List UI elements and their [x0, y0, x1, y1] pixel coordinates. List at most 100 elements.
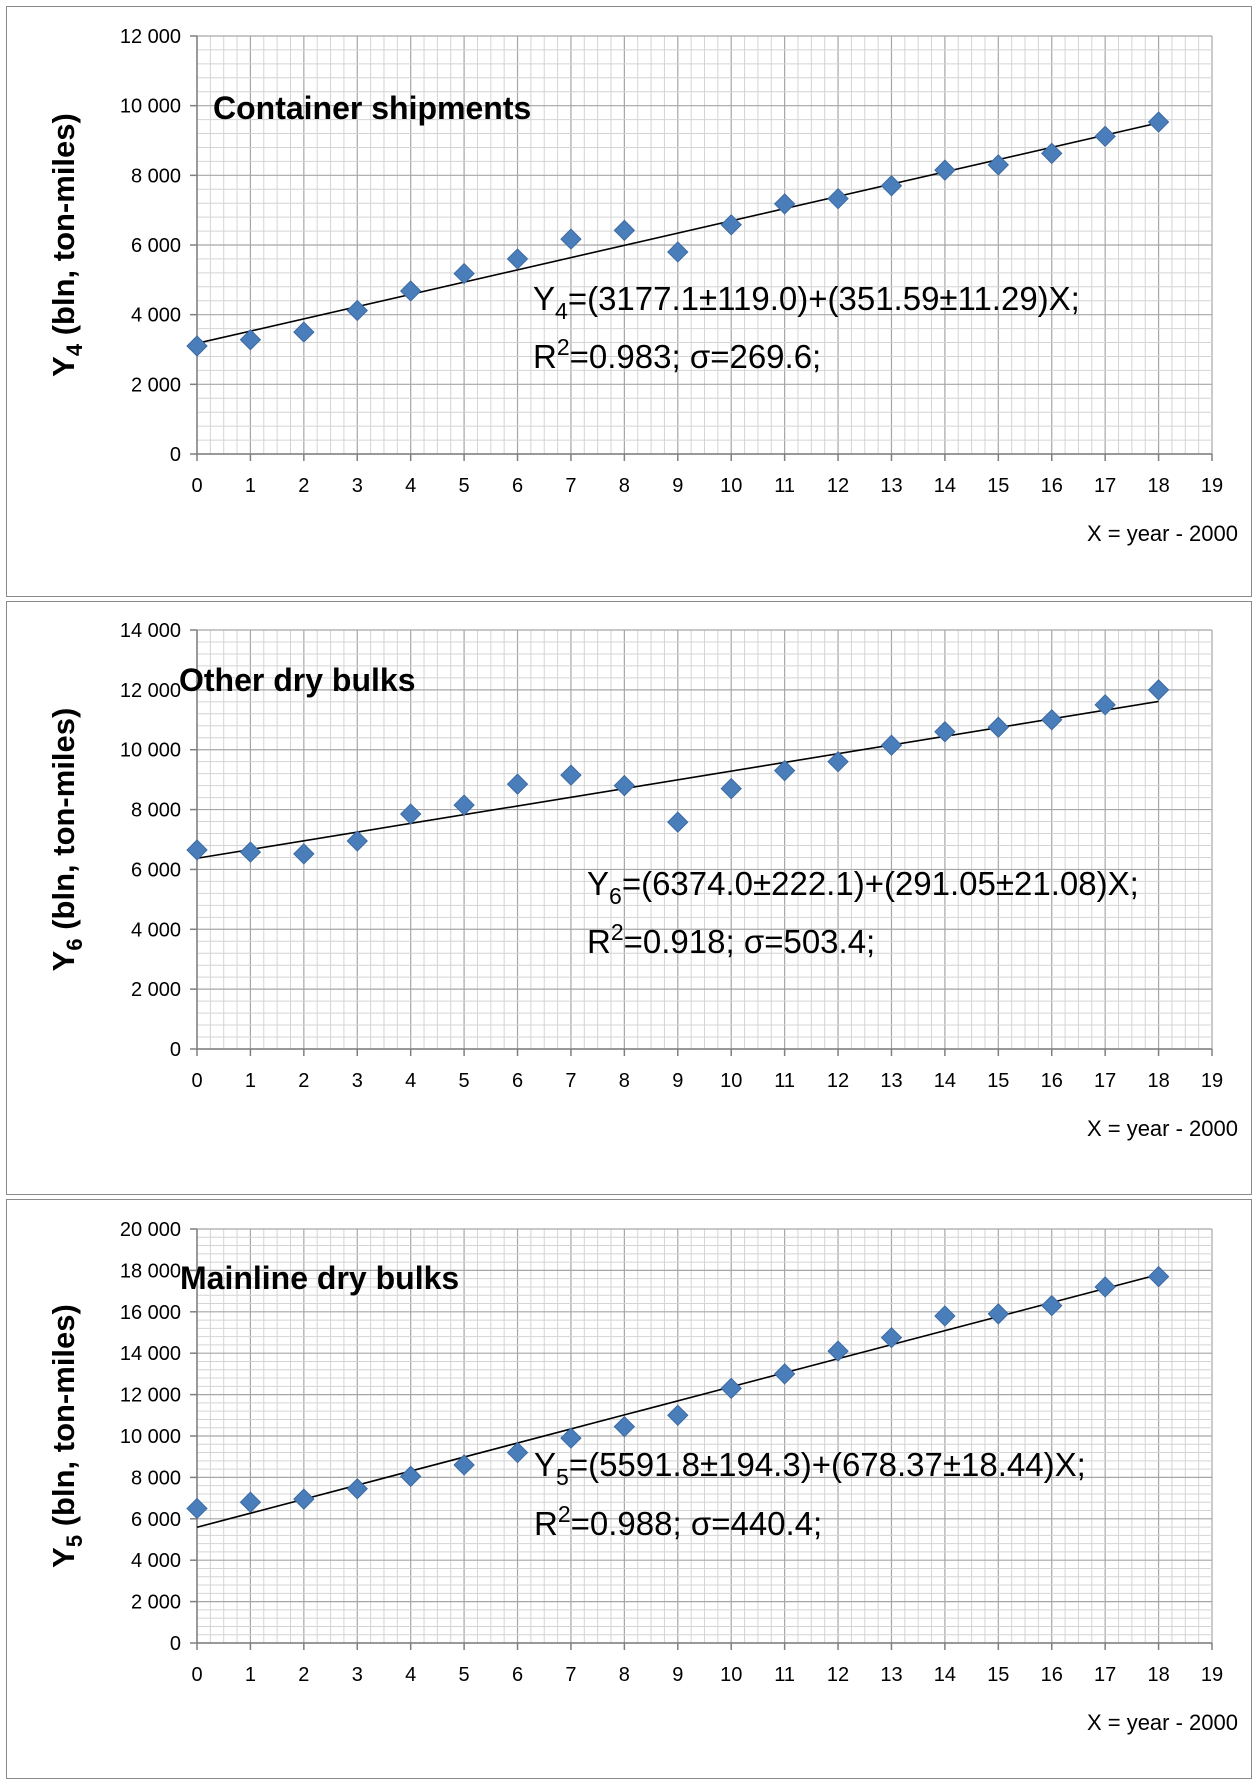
data-point — [1147, 679, 1170, 701]
data-point — [1147, 111, 1170, 133]
y-tick-label: 0 — [170, 444, 181, 466]
y-tick-label: 10 000 — [120, 740, 181, 762]
data-point — [987, 154, 1010, 176]
stats-symbol: R — [587, 923, 611, 960]
data-point — [399, 803, 422, 825]
y-axis-subscript: 5 — [62, 1535, 87, 1547]
data-point — [346, 830, 368, 852]
x-tick-label: 0 — [191, 475, 202, 497]
data-point — [987, 716, 1010, 738]
y-tick-label: 4 000 — [131, 1550, 181, 1572]
y-tick-label: 12 000 — [120, 680, 181, 702]
data-point — [720, 214, 742, 236]
y-axis-label: Y5 (bln, ton-miles) — [46, 1304, 87, 1568]
data-point — [987, 1303, 1010, 1325]
x-tick-label: 13 — [880, 475, 902, 497]
y-tick-label: 18 000 — [120, 1260, 181, 1282]
regression-equation: Y4=(3177.1±119.0)+(351.59±11.29)X; — [533, 280, 1080, 324]
data-point — [880, 734, 903, 756]
equation-symbol: Y — [534, 1446, 556, 1483]
x-tick-label: 5 — [459, 1664, 470, 1686]
data-point — [506, 773, 529, 795]
x-tick-label: 7 — [565, 475, 576, 497]
data-point — [827, 750, 849, 773]
x-tick-label: 1 — [245, 475, 256, 497]
data-point — [667, 1404, 689, 1427]
y-tick-label: 6 000 — [131, 235, 181, 257]
data-point — [1041, 709, 1063, 731]
x-tick-label: 10 — [720, 1664, 742, 1686]
x-tick-label: 9 — [672, 475, 683, 497]
x-tick-label: 1 — [245, 1664, 256, 1686]
equation-subscript: 4 — [555, 298, 568, 324]
x-tick-label: 17 — [1094, 475, 1116, 497]
stats-superscript: 2 — [558, 1501, 571, 1527]
x-tick-label: 2 — [298, 1664, 309, 1686]
data-point — [827, 187, 849, 210]
x-tick-label: 15 — [987, 1664, 1009, 1686]
x-tick-label: 19 — [1201, 1664, 1223, 1686]
y-tick-label: 8 000 — [131, 165, 181, 187]
x-tick-label: 18 — [1147, 1070, 1169, 1092]
y-axis-label: Y4 (bln, ton-miles) — [46, 113, 87, 377]
data-point — [1041, 142, 1063, 165]
data-point — [399, 280, 422, 302]
stats-text: =0.988; σ=440.4; — [571, 1505, 823, 1542]
other-dry-bulks-chart: 0 2 000 4 000 6 000 8 000 10 000 12 000 14 000 0… — [46, 620, 1238, 1141]
y-tick-label: 0 — [170, 1039, 181, 1061]
data-point — [293, 321, 315, 343]
data-point — [613, 1415, 636, 1438]
data-point — [560, 1427, 582, 1449]
x-tick-label: 2 — [298, 1070, 309, 1092]
y-axis-subscript: 6 — [62, 938, 87, 950]
x-tick-label: 17 — [1094, 1664, 1116, 1686]
equation-text: =(3177.1±119.0)+(351.59±11.29)X; — [568, 280, 1080, 317]
data-point — [1094, 694, 1116, 716]
y-tick-label: 10 000 — [120, 1426, 181, 1448]
stats-superscript: 2 — [611, 919, 624, 945]
x-tick-label: 8 — [619, 1070, 630, 1092]
stats-text: =0.918; σ=503.4; — [624, 923, 876, 960]
x-tick-label: 18 — [1147, 475, 1169, 497]
y-tick-label: 12 000 — [120, 1385, 181, 1407]
x-tick-label: 19 — [1201, 475, 1223, 497]
data-point — [186, 335, 208, 357]
y-axis-label: Y6 (bln, ton-miles) — [46, 708, 87, 972]
x-tick-label: 3 — [352, 1664, 363, 1686]
x-tick-label: 14 — [934, 1070, 956, 1092]
x-tick-label: 9 — [672, 1070, 683, 1092]
x-tick-label: 13 — [880, 1070, 902, 1092]
x-tick-label: 8 — [619, 1664, 630, 1686]
x-tick-label: 0 — [191, 1664, 202, 1686]
x-axis-label: X = year - 2000 — [1087, 1710, 1238, 1735]
data-point — [667, 811, 689, 833]
y-tick-label: 6 000 — [131, 859, 181, 881]
chart-panel-other-dry: 0 2 000 4 000 6 000 8 000 10 000 12 000 14 000 0… — [6, 601, 1252, 1195]
equation-symbol: Y — [587, 865, 609, 902]
regression-stats: R2=0.983; σ=269.6; — [533, 334, 821, 375]
data-point — [506, 1441, 529, 1464]
x-tick-label: 16 — [1041, 1664, 1063, 1686]
data-series — [186, 111, 1170, 357]
regression-stats: R2=0.988; σ=440.4; — [534, 1501, 822, 1542]
y-tick-label: 14 000 — [120, 620, 181, 642]
grid — [196, 629, 1213, 1050]
y-tick-label: 12 000 — [120, 26, 181, 48]
x-tick-label: 9 — [672, 1664, 683, 1686]
data-point — [239, 1491, 262, 1513]
data-point — [346, 1478, 368, 1500]
x-axis-label: X = year - 2000 — [1087, 521, 1238, 546]
x-tick-label: 7 — [565, 1664, 576, 1686]
x-tick-label: 11 — [774, 475, 795, 497]
y-axis-text: (bln, ton-miles) — [46, 1304, 81, 1535]
data-point — [934, 721, 956, 743]
data-point — [880, 175, 903, 197]
data-point — [773, 759, 796, 782]
data-point — [720, 1377, 742, 1400]
y-tick-label: 10 000 — [120, 96, 181, 118]
y-tick-label: 6 000 — [131, 1509, 181, 1531]
data-point — [560, 764, 582, 786]
x-tick-label: 15 — [987, 475, 1009, 497]
chart-title: Container shipments — [213, 90, 531, 126]
x-tick-label: 11 — [774, 1664, 795, 1686]
